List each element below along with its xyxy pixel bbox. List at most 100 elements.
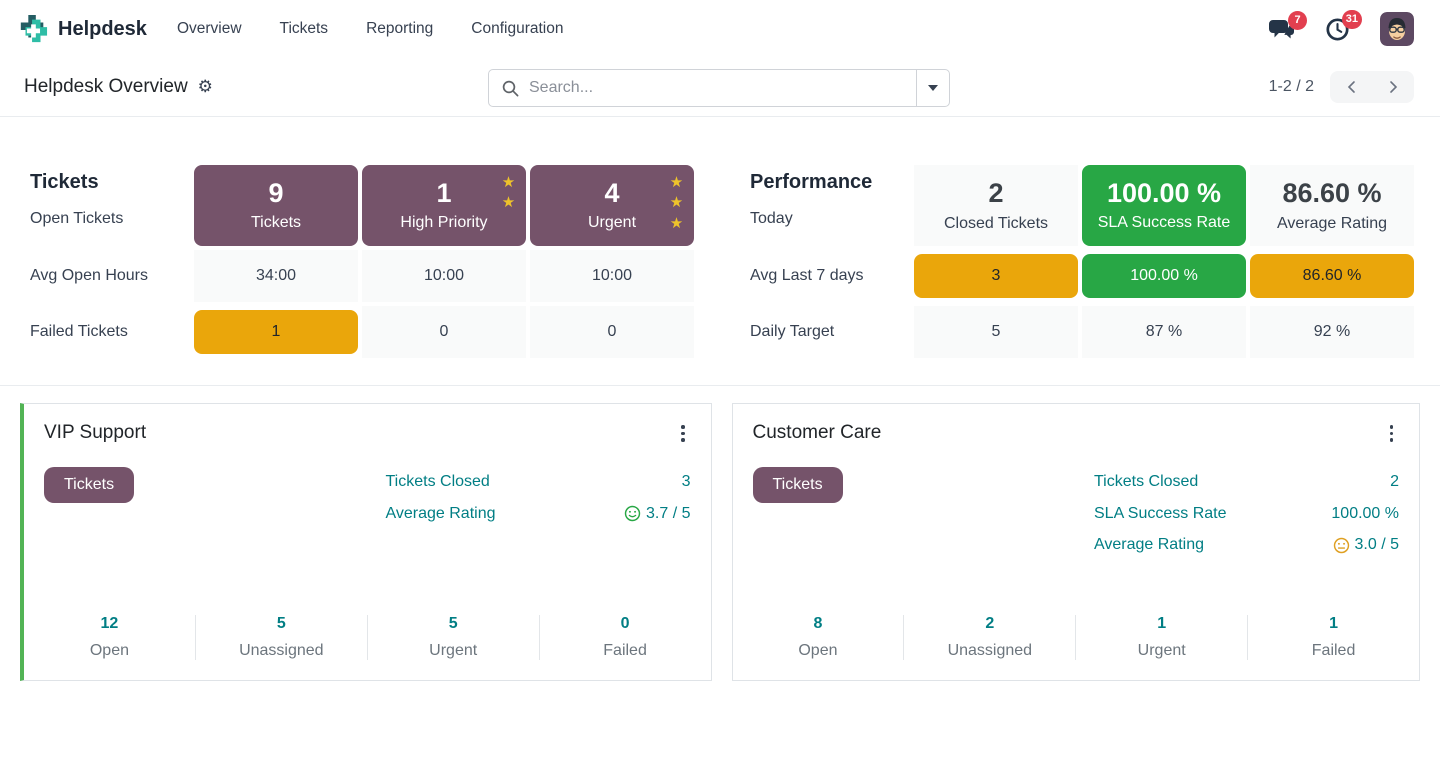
footer-stat-unassigned[interactable]: 2 Unassigned bbox=[903, 615, 1075, 660]
kpi-label: High Priority bbox=[400, 213, 488, 231]
team-name[interactable]: Customer Care bbox=[752, 422, 882, 444]
target-average-rating[interactable]: 92 % bbox=[1250, 306, 1414, 358]
kpi-value: 9 bbox=[268, 178, 284, 209]
messages-icon[interactable]: 7 bbox=[1268, 10, 1307, 41]
metric-label[interactable]: Average Rating bbox=[1094, 536, 1204, 554]
today-sla-success-rate[interactable]: 100.00 % SLA Success Rate bbox=[1082, 165, 1246, 246]
search-input[interactable] bbox=[529, 79, 916, 97]
metric-label[interactable]: Average Rating bbox=[385, 504, 496, 522]
control-panel: Helpdesk Overview ⚙ 1-2 / 2 bbox=[0, 58, 1440, 117]
pager-value[interactable]: 1-2 / 2 bbox=[1268, 78, 1314, 95]
avg-open-hours-tickets[interactable]: 34:00 bbox=[194, 250, 358, 302]
menu-overview[interactable]: Overview bbox=[176, 20, 242, 37]
target-sla-success-rate[interactable]: 87 % bbox=[1082, 306, 1246, 358]
row-label-failed-tickets: Failed Tickets bbox=[30, 323, 128, 340]
menu-reporting[interactable]: Reporting bbox=[366, 20, 434, 37]
menu-configuration[interactable]: Configuration bbox=[471, 20, 564, 37]
kpi-open-tickets[interactable]: 9 Tickets bbox=[194, 165, 358, 246]
metric-label[interactable]: Tickets Closed bbox=[1094, 473, 1199, 491]
footer-stat-open[interactable]: 8 Open bbox=[798, 615, 838, 659]
tickets-heading: Tickets bbox=[30, 171, 99, 193]
today-closed-tickets[interactable]: 2 Closed Tickets bbox=[914, 165, 1078, 246]
failed-urgent-count[interactable]: 0 bbox=[530, 306, 694, 358]
kebab-menu-icon[interactable] bbox=[675, 421, 691, 446]
performance-heading-cell: Performance Today bbox=[750, 165, 910, 246]
kpi-high-priority[interactable]: ★★ 1 High Priority bbox=[362, 165, 526, 246]
pager: 1-2 / 2 bbox=[1269, 71, 1414, 103]
team-card-customer-care: Customer Care Tickets Tickets Closed 2 S… bbox=[731, 403, 1420, 681]
row-label-daily-target: Daily Target bbox=[750, 323, 835, 340]
happy-face-icon bbox=[624, 506, 641, 522]
row-label-today: Today bbox=[750, 210, 793, 227]
metric-row: Tickets Closed 3 bbox=[386, 467, 691, 499]
kpi-label: Tickets bbox=[250, 213, 302, 231]
team-card-vip-support: VIP Support Tickets Tickets Closed 3 Ave… bbox=[20, 403, 712, 681]
avg7-closed-tickets[interactable]: 3 bbox=[914, 254, 1078, 298]
pager-next-button[interactable] bbox=[1372, 71, 1414, 103]
search-bar bbox=[488, 69, 950, 107]
helpdesk-app-icon bbox=[18, 14, 48, 44]
kpi-value: 4 bbox=[604, 178, 620, 209]
team-cards: VIP Support Tickets Tickets Closed 3 Ave… bbox=[0, 403, 1440, 681]
metric-value[interactable]: 3.0 / 5 bbox=[1333, 536, 1399, 554]
metric-value[interactable]: 100.00 % bbox=[1331, 504, 1399, 522]
avg7-sla-success-rate[interactable]: 100.00 % bbox=[1082, 254, 1246, 298]
footer-stat-open[interactable]: 12 Open bbox=[89, 615, 129, 659]
messages-badge: 7 bbox=[1288, 10, 1307, 30]
apps-home-button[interactable]: Helpdesk bbox=[18, 14, 147, 44]
pager-buttons bbox=[1330, 71, 1414, 103]
today-average-rating[interactable]: 86.60 % Average Rating bbox=[1250, 165, 1414, 246]
failed-tickets-count[interactable]: 1 bbox=[194, 310, 358, 354]
metric-value[interactable]: 3.7 / 5 bbox=[624, 504, 691, 523]
team-metrics: Tickets Closed 3 Average Rating 3.7 / 5 bbox=[386, 467, 691, 530]
pager-previous-button[interactable] bbox=[1330, 71, 1372, 103]
app-name: Helpdesk bbox=[58, 17, 147, 40]
metric-row: Tickets Closed 2 bbox=[1094, 467, 1399, 499]
user-avatar[interactable] bbox=[1380, 12, 1414, 46]
avg-open-hours-high-priority[interactable]: 10:00 bbox=[362, 250, 526, 302]
search-options-toggle[interactable] bbox=[916, 70, 949, 106]
footer-stat-failed[interactable]: 0 Failed bbox=[538, 615, 711, 660]
footer-stat-failed[interactable]: 1 Failed bbox=[1247, 615, 1419, 660]
rating-value: 3.7 / 5 bbox=[646, 504, 691, 522]
tickets-button[interactable]: Tickets bbox=[44, 466, 135, 503]
team-name[interactable]: VIP Support bbox=[44, 422, 147, 444]
rating-value: 3.0 / 5 bbox=[1354, 536, 1399, 554]
footer-stat-unassigned[interactable]: 5 Unassigned bbox=[194, 615, 367, 660]
kpi-label: SLA Success Rate bbox=[1097, 213, 1231, 231]
neutral-face-icon bbox=[1333, 537, 1349, 553]
metric-label[interactable]: SLA Success Rate bbox=[1094, 504, 1227, 522]
metric-row: SLA Success Rate 100.00 % bbox=[1094, 498, 1399, 530]
kpi-label: Closed Tickets bbox=[943, 215, 1049, 232]
kpi-urgent[interactable]: ★★★ 4 Urgent bbox=[530, 165, 694, 246]
tickets-button[interactable]: Tickets bbox=[752, 466, 843, 503]
team-footer-stats: 12 Open 5 Unassigned 5 Urgent 0 Failed bbox=[24, 603, 711, 680]
team-metrics: Tickets Closed 2 SLA Success Rate 100.00… bbox=[1094, 467, 1399, 562]
avg7-average-rating[interactable]: 86.60 % bbox=[1250, 254, 1414, 298]
metric-value[interactable]: 2 bbox=[1390, 473, 1399, 491]
performance-stats-group: Performance Today 2 Closed Tickets 100.0… bbox=[750, 165, 1414, 385]
metric-row: Average Rating 3.7 / 5 bbox=[386, 498, 691, 530]
row-label-avg-open-hours: Avg Open Hours bbox=[30, 267, 148, 284]
kpi-value: 1 bbox=[436, 178, 452, 209]
top-navbar: Helpdesk Overview Tickets Reporting Conf… bbox=[0, 0, 1440, 58]
metric-value[interactable]: 3 bbox=[681, 473, 691, 491]
failed-high-priority-count[interactable]: 0 bbox=[362, 306, 526, 358]
footer-stat-urgent[interactable]: 5 Urgent bbox=[366, 615, 539, 660]
priority-stars-icon: ★★ bbox=[501, 173, 516, 212]
activities-clock-icon[interactable]: 31 bbox=[1325, 9, 1362, 42]
team-footer-stats: 8 Open 2 Unassigned 1 Urgent 1 Failed bbox=[733, 603, 1420, 680]
gear-icon[interactable]: ⚙ bbox=[197, 77, 213, 97]
main-menu: Overview Tickets Reporting Configuration bbox=[177, 20, 564, 38]
chevron-down-icon bbox=[928, 85, 938, 91]
kebab-menu-icon[interactable] bbox=[1384, 421, 1400, 446]
menu-tickets[interactable]: Tickets bbox=[279, 20, 329, 37]
performance-heading: Performance bbox=[750, 171, 873, 193]
avg-open-hours-urgent[interactable]: 10:00 bbox=[530, 250, 694, 302]
target-closed-tickets[interactable]: 5 bbox=[914, 306, 1078, 358]
metric-row: Average Rating 3.0 / 5 bbox=[1094, 530, 1399, 562]
kpi-value: 86.60 % bbox=[1282, 178, 1382, 208]
footer-stat-urgent[interactable]: 1 Urgent bbox=[1075, 615, 1247, 660]
search-icon bbox=[489, 80, 529, 97]
metric-label[interactable]: Tickets Closed bbox=[385, 473, 490, 491]
